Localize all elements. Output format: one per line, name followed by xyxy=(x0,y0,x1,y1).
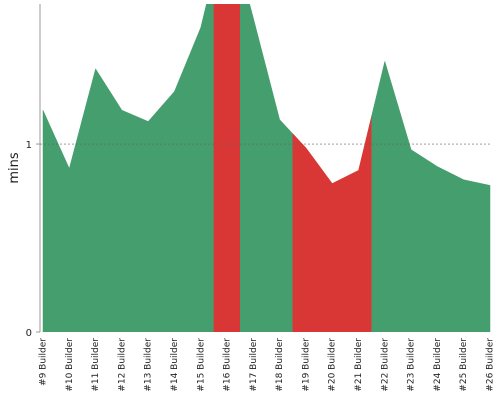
x-tick-label: #13 Builder xyxy=(144,338,154,392)
x-tick-label: #10 Builder xyxy=(65,338,75,392)
x-tick-label: #14 Builder xyxy=(170,338,180,392)
area-segment xyxy=(292,133,320,332)
area-segment xyxy=(187,4,215,332)
area-segment xyxy=(476,182,491,332)
area-segment xyxy=(213,4,241,332)
x-tick-label: #17 Builder xyxy=(249,338,259,392)
area-segment xyxy=(266,68,294,332)
x-tick-label: #20 Builder xyxy=(328,338,338,392)
area-segment xyxy=(371,60,399,332)
area-segment xyxy=(82,68,109,332)
x-tick-label: #25 Builder xyxy=(459,338,469,392)
x-tick-label: #11 Builder xyxy=(91,338,101,392)
area-segment xyxy=(108,88,136,332)
plot-area xyxy=(42,4,491,332)
area-segment xyxy=(424,157,451,332)
area-segment xyxy=(239,4,267,332)
area-segment xyxy=(134,105,162,332)
area-segment xyxy=(345,115,372,332)
x-tick-label: #15 Builder xyxy=(196,338,206,392)
x-tick-label: #21 Builder xyxy=(354,338,364,392)
area-segment xyxy=(55,118,83,332)
y-axis-label: mins xyxy=(7,152,22,184)
area-segment xyxy=(450,172,478,332)
area-segment xyxy=(42,110,57,332)
y-tick-label: 0 xyxy=(26,328,32,339)
x-tick-label: #24 Builder xyxy=(433,338,443,392)
x-tick-label: #22 Builder xyxy=(380,338,390,392)
y-tick-label: 1 xyxy=(26,140,32,151)
x-tick-label: #26 Builder xyxy=(486,338,496,392)
x-tick-label: #9 Builder xyxy=(39,338,49,386)
x-tick-label: #16 Builder xyxy=(223,338,233,392)
area-segment xyxy=(397,105,425,332)
x-tick-label: #23 Builder xyxy=(407,338,417,392)
x-tick-label: #12 Builder xyxy=(117,338,127,392)
x-tick-label: #18 Builder xyxy=(275,338,285,392)
area-segment xyxy=(318,164,346,332)
area-segment xyxy=(161,59,188,332)
x-tick-label: #19 Builder xyxy=(301,338,311,392)
